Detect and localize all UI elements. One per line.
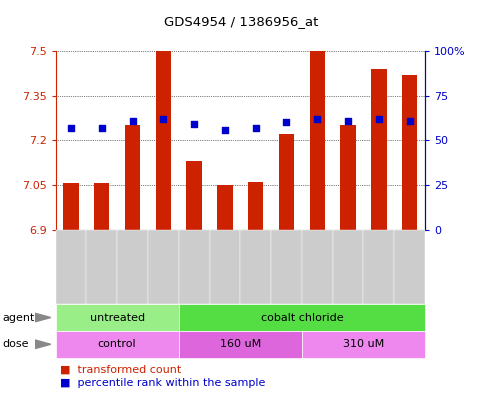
Point: [283, 119, 290, 126]
Text: control: control: [98, 339, 136, 349]
Point: [344, 118, 352, 124]
Polygon shape: [35, 340, 51, 349]
Point: [221, 127, 229, 133]
Bar: [186, 161, 202, 230]
Bar: [156, 51, 171, 230]
Text: 160 uM: 160 uM: [220, 339, 261, 349]
Text: agent: agent: [2, 312, 35, 323]
Bar: [217, 185, 233, 230]
Bar: [248, 182, 263, 230]
Point: [406, 118, 413, 124]
Point: [128, 118, 136, 124]
Bar: [279, 134, 294, 230]
Point: [252, 125, 259, 131]
Point: [313, 116, 321, 122]
Bar: [310, 51, 325, 230]
Polygon shape: [35, 313, 51, 322]
Text: dose: dose: [2, 339, 29, 349]
Text: ■  transformed count: ■ transformed count: [60, 364, 182, 374]
Bar: [341, 125, 356, 230]
Point: [190, 121, 198, 127]
Text: GDS4954 / 1386956_at: GDS4954 / 1386956_at: [164, 15, 319, 28]
Bar: [63, 184, 79, 230]
Bar: [371, 69, 386, 230]
Point: [375, 116, 383, 122]
Bar: [125, 125, 140, 230]
Point: [159, 116, 167, 122]
Text: untreated: untreated: [89, 312, 145, 323]
Text: cobalt chloride: cobalt chloride: [260, 312, 343, 323]
Text: ■  percentile rank within the sample: ■ percentile rank within the sample: [60, 378, 266, 387]
Point: [98, 125, 106, 131]
Text: 310 uM: 310 uM: [343, 339, 384, 349]
Bar: [94, 184, 110, 230]
Point: [67, 125, 75, 131]
Bar: [402, 75, 417, 230]
